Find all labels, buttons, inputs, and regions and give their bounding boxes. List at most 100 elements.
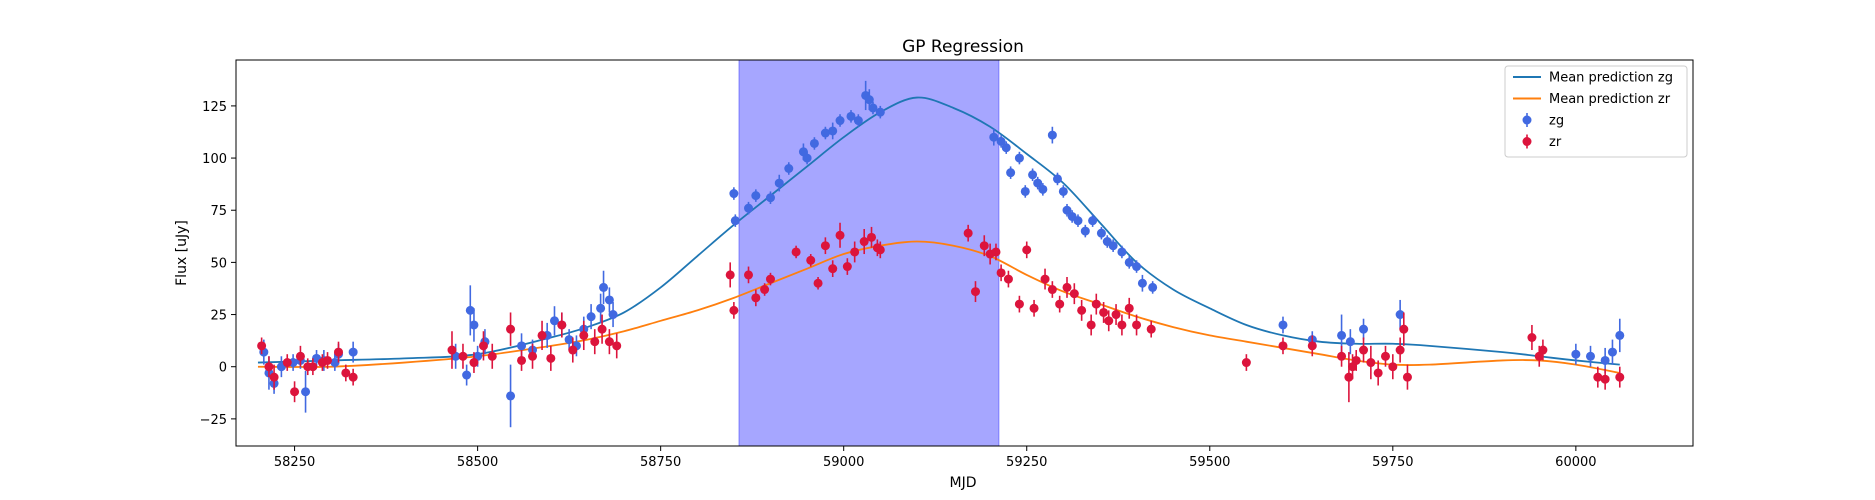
zr-point — [546, 353, 556, 363]
y-axis-label: Flux [uJy] — [174, 220, 190, 286]
zg-point — [751, 191, 761, 201]
zg-point — [1345, 337, 1355, 347]
zr-point — [1399, 324, 1409, 334]
zr-point — [1146, 324, 1156, 334]
zg-point — [564, 335, 574, 345]
zg-point — [1088, 216, 1098, 226]
zg-point — [1073, 216, 1083, 226]
zg-point — [1124, 257, 1134, 267]
zg-point — [1014, 153, 1024, 163]
zg-point — [1137, 278, 1147, 288]
zr-point — [1373, 368, 1383, 378]
x-tick-label: 58750 — [640, 455, 681, 470]
zr-point — [568, 345, 578, 355]
zg-point — [1395, 310, 1405, 320]
zg-point — [1148, 282, 1158, 292]
zr-point — [1307, 341, 1317, 351]
zr-point — [604, 337, 614, 347]
zr-point — [447, 345, 457, 355]
zr-point — [1029, 303, 1039, 313]
zr-point — [1091, 299, 1101, 309]
zg-point — [1615, 330, 1625, 340]
zr-point — [257, 341, 267, 351]
zr-point — [295, 351, 305, 361]
x-axis-label: MJD — [950, 475, 977, 491]
zg-point — [802, 153, 812, 163]
zg-point — [1047, 130, 1057, 140]
zr-point — [1359, 345, 1369, 355]
zg-point — [774, 178, 784, 188]
zg-point — [462, 370, 472, 380]
zr-point — [1395, 345, 1405, 355]
zr-point — [282, 358, 292, 368]
zg-point — [853, 116, 863, 126]
zg-point — [868, 103, 878, 113]
legend-label: zg — [1549, 114, 1564, 129]
zr-point — [1593, 372, 1603, 382]
zg-point — [1337, 330, 1347, 340]
zg-point — [864, 95, 874, 105]
legend-marker-swatch — [1522, 137, 1532, 146]
x-tick-label: 59250 — [1006, 455, 1047, 470]
zr-point — [1402, 372, 1412, 382]
zg-point — [1585, 351, 1595, 361]
zr-point — [1527, 333, 1537, 343]
zr-point — [458, 351, 468, 361]
zr-point — [1047, 285, 1057, 295]
zg-point — [875, 107, 885, 117]
zg-point — [1052, 174, 1062, 184]
zg-point — [1033, 178, 1043, 188]
zr-point — [1099, 307, 1109, 317]
zr-point — [806, 255, 816, 265]
zg-point — [765, 193, 775, 203]
zg-point — [1001, 143, 1011, 153]
zg-point — [729, 189, 739, 199]
zg-point — [820, 128, 830, 138]
legend-label: Mean prediction zr — [1549, 92, 1671, 107]
zr-point — [517, 355, 527, 365]
zg-point — [989, 132, 999, 142]
zr-point — [1003, 274, 1013, 284]
zg-point — [1571, 349, 1581, 359]
zg-point — [1096, 228, 1106, 238]
zg-point — [1020, 186, 1030, 196]
zr-point — [1600, 374, 1610, 384]
zg-point — [1132, 262, 1142, 272]
highlight-span — [738, 59, 1000, 447]
zg-point — [604, 295, 614, 305]
plot-area: 58250 58500 58750 59000 59250 59500 59750 60000… — [200, 59, 1694, 470]
zr-point — [729, 305, 739, 315]
legend-marker-swatch — [1522, 115, 1532, 125]
y-tick-label: 125 — [202, 100, 227, 115]
zr-point — [269, 372, 279, 382]
zr-point — [850, 247, 860, 257]
zr-point — [813, 278, 823, 288]
zr-point — [991, 247, 1001, 257]
zr-point — [1337, 351, 1347, 361]
zg-point — [835, 116, 845, 126]
y-tick-label: 0 — [219, 361, 227, 376]
zr-point — [612, 341, 622, 351]
zr-point — [1117, 320, 1127, 330]
chart-title: GP Regression — [902, 37, 1024, 57]
zr-point — [751, 293, 761, 303]
zr-point — [506, 324, 516, 334]
zr-point — [791, 247, 801, 257]
zr-point — [1022, 245, 1032, 255]
y-tick-label: 75 — [210, 204, 227, 219]
zr-point — [875, 245, 885, 255]
zg-point — [1117, 247, 1127, 257]
zg-point — [1038, 184, 1048, 194]
zr-point — [1241, 358, 1251, 368]
legend-label: zr — [1549, 135, 1562, 150]
zr-point — [1086, 320, 1096, 330]
zr-point — [1111, 310, 1121, 320]
zg-point — [744, 203, 754, 213]
zr-point — [820, 241, 830, 251]
zg-point — [596, 303, 606, 313]
y-tick-label: 100 — [202, 152, 227, 167]
plot-frame — [235, 59, 1694, 447]
zr-point — [1344, 372, 1354, 382]
x-tick-label: 59000 — [823, 455, 864, 470]
